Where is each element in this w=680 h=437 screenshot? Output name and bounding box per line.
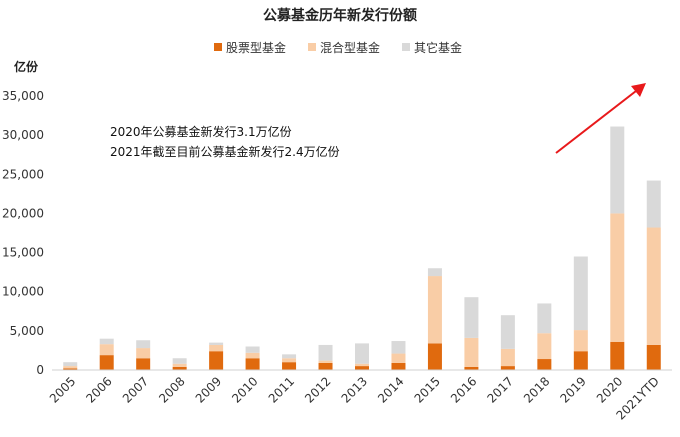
bar-segment-1-2010 (245, 358, 260, 370)
legend-swatch (214, 43, 222, 51)
bar-segment-3-2021YTD (646, 180, 661, 228)
bar-segment-1-2012 (318, 362, 333, 370)
bar-segment-2-2019 (573, 330, 588, 352)
x-tick-label: 2019 (557, 374, 588, 405)
bar-segment-3-2006 (99, 338, 114, 345)
x-tick-label: 2009 (193, 374, 224, 405)
bar-segment-2-2021YTD (646, 227, 661, 345)
x-tick-label: 2011 (266, 374, 297, 405)
legend-label: 股票型基金 (226, 40, 286, 55)
bar-segment-2-2015 (427, 276, 442, 344)
annotation-2021: 2021年截至目前公募基金新发行2.4万亿份 (110, 144, 340, 159)
bar-segment-1-2013 (355, 366, 369, 370)
bar-segment-3-2008 (172, 358, 187, 364)
bar-segment-1-2006 (99, 355, 114, 370)
bar-segment-2-2010 (245, 352, 260, 359)
bars (63, 126, 661, 370)
bar-segment-1-2019 (573, 351, 588, 370)
bar-segment-1-2005 (63, 368, 78, 370)
bar-segment-3-2013 (355, 343, 369, 364)
bar-segment-1-2011 (282, 362, 297, 370)
bar-segment-2-2016 (464, 337, 479, 367)
bar-segment-3-2018 (537, 303, 552, 334)
annotation-2020: 2020年公募基金新发行3.1万亿份 (110, 124, 292, 139)
y-tick-label: 35,000 (2, 89, 44, 103)
y-axis: 0 5,000 10,000 15,000 20,000 25,000 30,000 35,0… (2, 89, 44, 377)
bar-segment-2-2011 (282, 358, 297, 363)
bar-segment-2-2014 (391, 353, 406, 363)
bar-segment-3-2017 (500, 315, 515, 349)
bar-segment-1-2018 (537, 359, 552, 370)
trend-arrow (555, 83, 646, 154)
legend-label: 其它基金 (414, 40, 462, 55)
bar-segment-2-2009 (209, 344, 224, 352)
bar-segment-2-2020 (610, 213, 625, 342)
bar-segment-2-2008 (172, 363, 187, 367)
legend-label: 混合型基金 (320, 40, 380, 55)
bar-segment-1-2008 (172, 366, 187, 370)
x-tick-label: 2020 (594, 374, 625, 405)
x-tick-label: 2016 (448, 374, 479, 405)
bar-segment-1-2016 (464, 366, 479, 370)
chart-title: 公募基金历年新发行份额 (263, 7, 417, 24)
x-tick-label: 2007 (120, 374, 151, 405)
y-tick-label: 0 (36, 363, 44, 377)
bar-segment-3-2014 (391, 341, 406, 354)
legend-swatch (308, 43, 316, 51)
bar-segment-2-2018 (537, 333, 552, 360)
x-tick-label: 2008 (156, 374, 187, 405)
y-tick-label: 10,000 (2, 285, 44, 299)
bar-segment-2-2013 (355, 363, 369, 367)
bar-segment-3-2011 (282, 354, 297, 359)
x-tick-label: 2013 (339, 374, 370, 405)
bar-segment-3-2009 (209, 342, 224, 345)
bar-segment-2-2017 (500, 348, 515, 367)
y-tick-label: 20,000 (2, 206, 44, 220)
bar-segment-3-2012 (318, 344, 333, 361)
bar-segment-1-2007 (136, 358, 151, 370)
bar-segment-2-2007 (136, 348, 151, 359)
bar-segment-3-2020 (610, 126, 625, 214)
y-tick-label: 15,000 (2, 246, 44, 260)
bar-segment-3-2010 (245, 346, 260, 353)
y-tick-label: 5,000 (10, 324, 44, 338)
bar-segment-1-2017 (500, 366, 515, 370)
x-tick-label: 2010 (229, 374, 260, 405)
x-tick-label: 2015 (412, 374, 443, 405)
bar-segment-1-2021YTD (646, 344, 661, 370)
x-tick-label: 2005 (47, 374, 78, 405)
bar-segment-1-2020 (610, 341, 625, 370)
x-tick-label: 2014 (375, 374, 406, 405)
x-tick-label: 2018 (521, 374, 552, 405)
y-axis-unit: 亿份 (14, 59, 39, 74)
bar-segment-1-2014 (391, 362, 406, 370)
bar-segment-3-2005 (63, 362, 78, 367)
y-tick-label: 30,000 (2, 128, 44, 142)
bar-segment-1-2015 (427, 343, 442, 370)
x-tick-label: 2012 (302, 374, 333, 405)
x-tick-label: 2017 (485, 374, 516, 405)
x-axis: 2005 2006 2007 2008 2009 2010 2011 2012 2013 2014… (47, 374, 662, 422)
bar-segment-3-2007 (136, 340, 151, 349)
legend-swatch (402, 43, 410, 51)
bar-segment-1-2009 (209, 351, 224, 370)
x-tick-label: 2006 (83, 374, 114, 405)
legend: 股票型基金 混合型基金 其它基金 (214, 40, 462, 55)
bar-segment-3-2015 (427, 268, 442, 277)
y-tick-label: 25,000 (2, 167, 44, 181)
bar-segment-3-2019 (573, 256, 588, 331)
bar-segment-2-2005 (63, 366, 78, 369)
bar-segment-2-2006 (99, 344, 114, 356)
bar-segment-2-2012 (318, 360, 333, 363)
bar-segment-3-2016 (464, 297, 479, 338)
